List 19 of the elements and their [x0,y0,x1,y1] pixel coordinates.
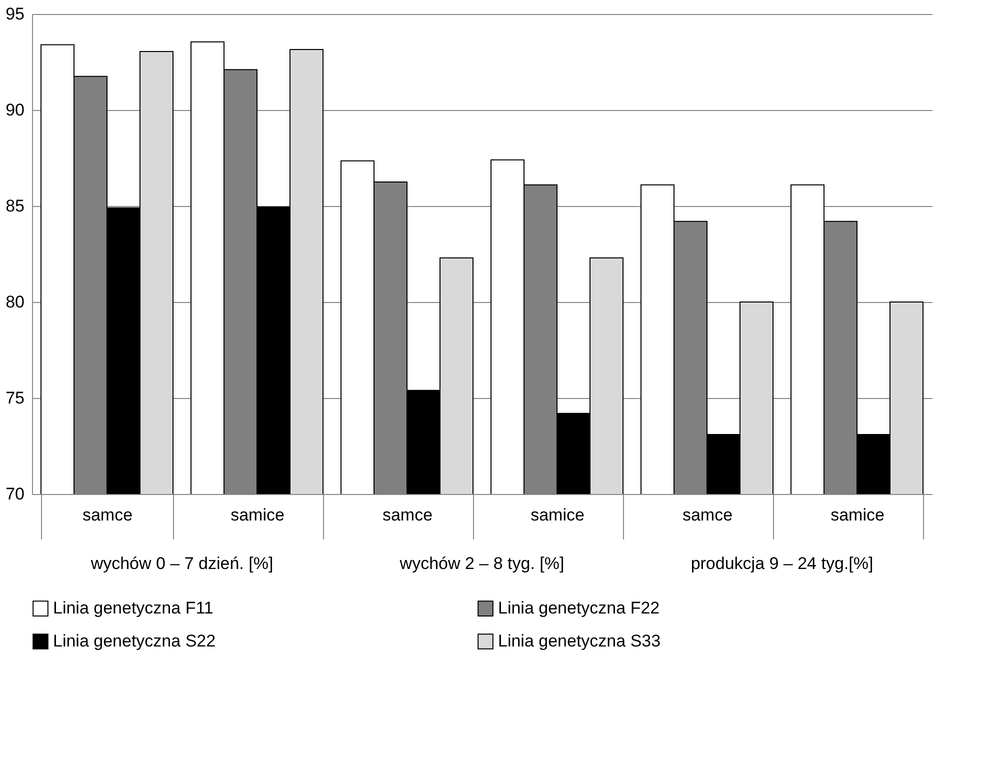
y-tick-label: 85 [6,196,24,216]
x-tick-label: samce [82,506,133,524]
text: wychów 0 – 7 dzień. [%] [90,554,274,573]
y-tick-label: 95 [6,4,24,24]
x-tick-label: samice [230,506,284,524]
y-tick-label: 80 [6,292,24,312]
text: produkcja 9 – 24 tyg.[%] [690,554,874,573]
legend-label: Linia genetyczna F22 [498,598,660,618]
legend-label: Linia genetyczna F11 [53,598,214,618]
x-tick-label: samce [382,506,433,524]
legend-label: Linia genetyczna S33 [498,632,661,650]
text: wychów 2 – 8 tyg. [%] [398,554,564,573]
legend-label: Linia genetyczna S22 [53,632,216,650]
x-tick-label: samice [830,506,884,524]
y-tick-label: 75 [6,388,24,408]
x-tick-label: samice [530,506,584,524]
y-tick-label: 90 [6,100,24,120]
y-tick-label: 70 [6,484,24,504]
x-tick-label: samce [682,506,733,524]
